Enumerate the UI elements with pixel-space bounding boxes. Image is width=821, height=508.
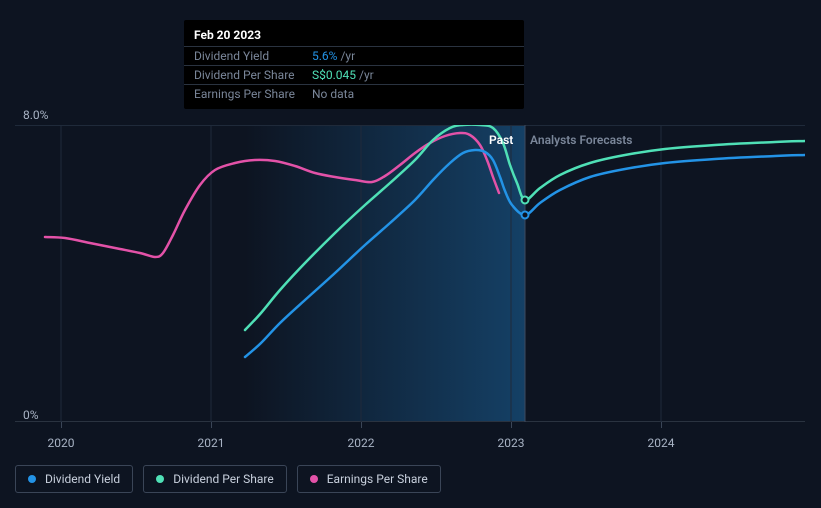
x-axis-label: 2023 xyxy=(498,436,525,450)
legend-item[interactable]: Earnings Per Share xyxy=(297,465,441,493)
legend-label: Dividend Per Share xyxy=(173,472,274,486)
tooltip: Feb 20 2023 Dividend Yield 5.6% /yr Divi… xyxy=(184,20,524,109)
legend-item[interactable]: Dividend Yield xyxy=(15,465,133,493)
legend-item[interactable]: Dividend Per Share xyxy=(143,465,287,493)
tooltip-unit: /yr xyxy=(359,68,374,82)
legend-dot-icon xyxy=(310,475,318,483)
tooltip-row-dividend-yield: Dividend Yield 5.6% /yr xyxy=(184,46,524,65)
past-label: Past xyxy=(489,133,513,147)
tooltip-unit: /yr xyxy=(340,49,355,63)
tooltip-date: Feb 20 2023 xyxy=(184,26,524,46)
tooltip-value: S$0.045 xyxy=(312,68,356,82)
tooltip-label: Earnings Per Share xyxy=(194,87,312,101)
forecast-label: Analysts Forecasts xyxy=(530,133,632,147)
x-axis-label: 2021 xyxy=(198,436,225,450)
tooltip-row-dividend-per-share: Dividend Per Share S$0.045 /yr xyxy=(184,65,524,84)
legend-dot-icon xyxy=(156,475,164,483)
tooltip-label: Dividend Per Share xyxy=(194,68,312,82)
legend: Dividend Yield Dividend Per Share Earnings… xyxy=(15,465,441,493)
x-axis-label: 2020 xyxy=(48,436,75,450)
marker-dividend-per-share xyxy=(521,196,530,205)
tooltip-label: Dividend Yield xyxy=(194,49,312,63)
x-axis-label: 2024 xyxy=(648,436,675,450)
x-axis-label: 2022 xyxy=(348,436,375,450)
y-max-label: 8.0% xyxy=(23,108,48,122)
tooltip-value: 5.6% xyxy=(312,49,337,63)
legend-dot-icon xyxy=(28,475,36,483)
legend-label: Earnings Per Share xyxy=(327,472,428,486)
legend-label: Dividend Yield xyxy=(45,472,120,486)
y-min-label: 0% xyxy=(23,408,39,422)
tooltip-value: No data xyxy=(312,87,354,101)
marker-dividend-yield xyxy=(521,211,530,220)
chart-canvas xyxy=(15,125,805,422)
tooltip-row-earnings-per-share: Earnings Per Share No data xyxy=(184,84,524,103)
